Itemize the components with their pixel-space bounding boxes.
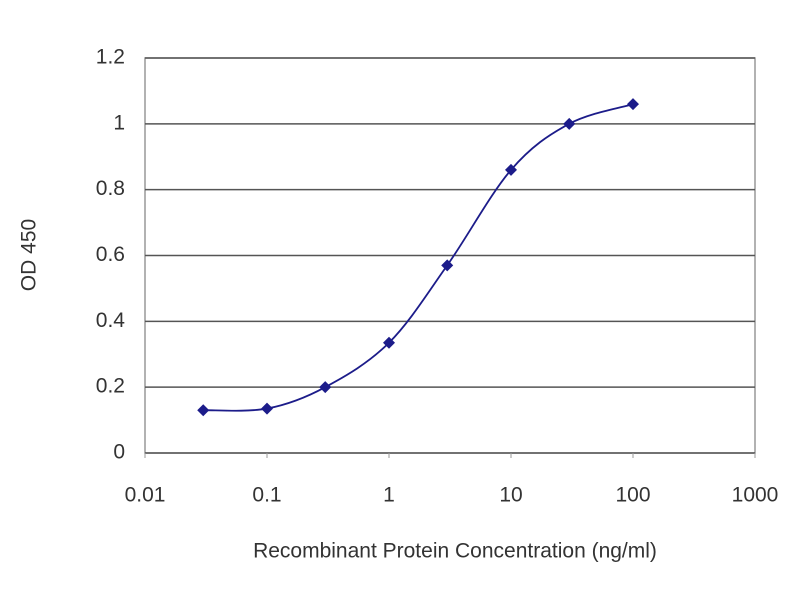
y-tick-label: 0.8 <box>96 177 125 200</box>
y-tick-label: 0 <box>113 441 125 464</box>
data-point <box>563 117 576 130</box>
x-axis-label: Recombinant Protein Concentration (ng/ml… <box>253 540 657 563</box>
x-tick-label: 0.01 <box>125 484 166 507</box>
x-tick-label: 100 <box>615 484 650 507</box>
data-point <box>383 336 395 349</box>
data-point <box>261 402 273 415</box>
x-tick-label: 1 <box>383 484 395 507</box>
data-point <box>627 98 639 111</box>
data-point <box>505 163 517 176</box>
y-axis-label: OD 450 <box>18 219 41 291</box>
y-tick-label: 1 <box>113 111 125 134</box>
y-tick-label: 1.2 <box>96 46 125 69</box>
y-tick-label: 0.2 <box>96 375 125 398</box>
y-tick-label: 0.6 <box>96 243 125 266</box>
x-tick-label: 10 <box>499 484 522 507</box>
y-tick-label: 0.4 <box>96 309 126 332</box>
data-point <box>319 381 332 394</box>
x-tick-label: 1000 <box>732 484 779 507</box>
series-line <box>203 103 634 412</box>
data-point <box>441 259 454 272</box>
x-tick-label: 0.1 <box>252 484 281 507</box>
data-point <box>197 404 210 417</box>
